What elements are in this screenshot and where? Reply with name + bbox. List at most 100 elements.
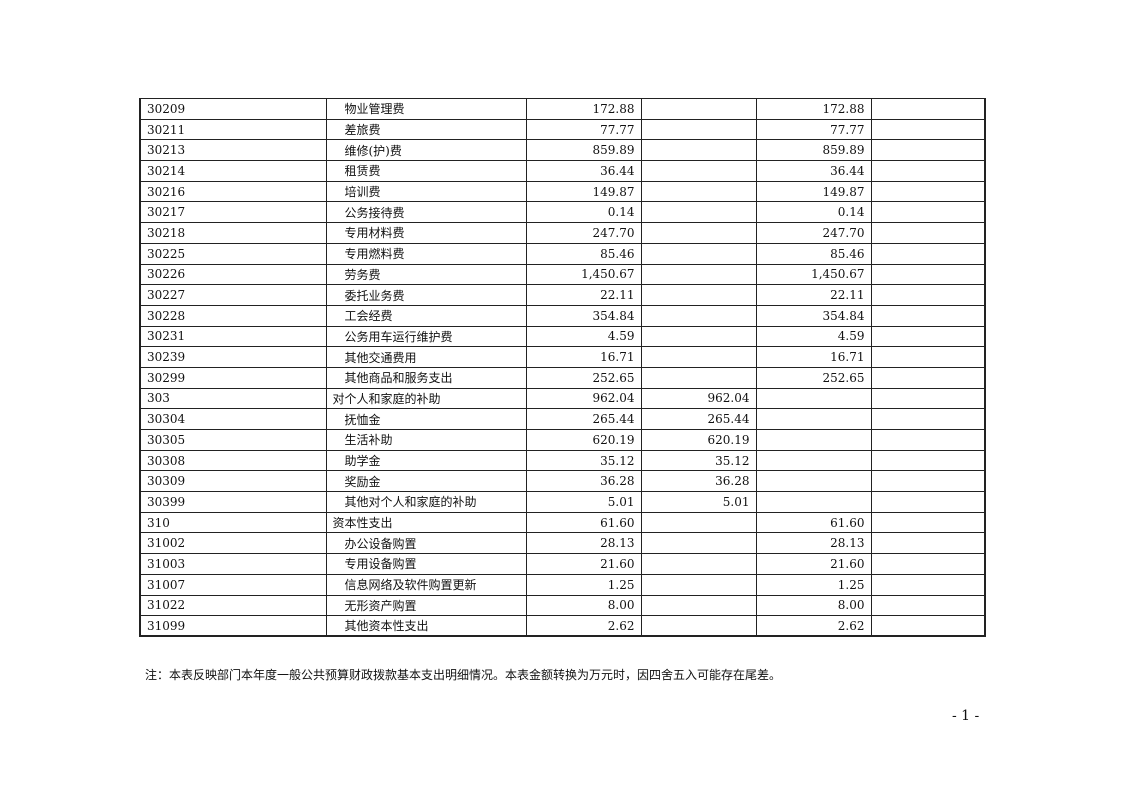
name-cell: 对个人和家庭的补助 — [325, 387, 527, 410]
code-cell: 31022 — [139, 594, 327, 617]
personnel-cell: 265.44 — [640, 408, 757, 430]
code-cell: 310 — [139, 511, 327, 534]
total-cell: 22.11 — [525, 284, 642, 306]
public-cell: 859.89 — [755, 139, 872, 162]
code-cell: 30305 — [139, 429, 327, 451]
blank-cell — [870, 160, 986, 182]
total-cell: 1.25 — [525, 573, 642, 596]
total-cell: 149.87 — [525, 180, 642, 203]
personnel-cell — [640, 263, 757, 286]
table-row: 30228 工会经费 354.84 354.84 — [139, 304, 986, 327]
code-cell: 30216 — [139, 180, 327, 203]
table-row: 31007 信息网络及软件购置更新 1.25 1.25 — [139, 573, 986, 596]
blank-cell — [870, 387, 986, 410]
code-cell: 30213 — [139, 139, 327, 162]
blank-cell — [870, 346, 986, 368]
name-cell: 委托业务费 — [325, 284, 527, 306]
table-row: 31099 其他资本性支出 2.62 2.62 — [139, 615, 986, 637]
table-row: 30308 助学金 35.12 35.12 — [139, 449, 986, 472]
blank-cell — [870, 470, 986, 493]
name-cell: 其他商品和服务支出 — [325, 366, 527, 389]
personnel-cell — [640, 532, 757, 555]
table-row: 30214 租赁费 36.44 36.44 — [139, 160, 986, 182]
public-cell — [755, 449, 872, 472]
personnel-cell — [640, 573, 757, 596]
code-cell: 30299 — [139, 366, 327, 389]
personnel-cell — [640, 346, 757, 368]
code-cell: 30225 — [139, 242, 327, 265]
public-cell: 77.77 — [755, 118, 872, 141]
blank-cell — [870, 408, 986, 430]
code-cell: 30228 — [139, 304, 327, 327]
personnel-cell: 36.28 — [640, 470, 757, 493]
total-cell: 2.62 — [525, 615, 642, 637]
personnel-cell — [640, 160, 757, 182]
name-cell: 其他对个人和家庭的补助 — [325, 491, 527, 513]
public-cell: 1,450.67 — [755, 263, 872, 286]
page-number: - 1 - — [952, 708, 980, 724]
total-cell: 35.12 — [525, 449, 642, 472]
public-cell: 252.65 — [755, 366, 872, 389]
public-cell: 22.11 — [755, 284, 872, 306]
personnel-cell — [640, 118, 757, 141]
personnel-cell: 620.19 — [640, 429, 757, 451]
total-cell: 16.71 — [525, 346, 642, 368]
blank-cell — [870, 304, 986, 327]
name-cell: 维修(护)费 — [325, 139, 527, 162]
personnel-cell — [640, 284, 757, 306]
name-cell: 助学金 — [325, 449, 527, 472]
blank-cell — [870, 449, 986, 472]
name-cell: 办公设备购置 — [325, 532, 527, 555]
personnel-cell — [640, 615, 757, 637]
personnel-cell — [640, 304, 757, 327]
code-cell: 30211 — [139, 118, 327, 141]
total-cell: 1,450.67 — [525, 263, 642, 286]
personnel-cell — [640, 201, 757, 224]
public-cell: 61.60 — [755, 511, 872, 534]
table-row: 303 对个人和家庭的补助 962.04 962.04 — [139, 387, 986, 410]
blank-cell — [870, 325, 986, 348]
total-cell: 28.13 — [525, 532, 642, 555]
code-cell: 30209 — [139, 98, 327, 120]
personnel-cell: 35.12 — [640, 449, 757, 472]
table-row: 30211 差旅费 77.77 77.77 — [139, 118, 986, 141]
blank-cell — [870, 98, 986, 120]
public-cell: 247.70 — [755, 222, 872, 244]
blank-cell — [870, 615, 986, 637]
table-row: 310 资本性支出 61.60 61.60 — [139, 511, 986, 534]
total-cell: 0.14 — [525, 201, 642, 224]
blank-cell — [870, 553, 986, 575]
table-note: 注：本表反映部门本年度一般公共预算财政拨款基本支出明细情况。本表金额转换为万元时… — [145, 668, 782, 682]
public-cell: 1.25 — [755, 573, 872, 596]
public-cell: 8.00 — [755, 594, 872, 617]
total-cell: 620.19 — [525, 429, 642, 451]
table-row: 31002 办公设备购置 28.13 28.13 — [139, 532, 986, 555]
personnel-cell — [640, 139, 757, 162]
public-cell: 16.71 — [755, 346, 872, 368]
blank-cell — [870, 573, 986, 596]
code-cell: 30227 — [139, 284, 327, 306]
personnel-cell — [640, 553, 757, 575]
table-row: 31003 专用设备购置 21.60 21.60 — [139, 553, 986, 575]
total-cell: 962.04 — [525, 387, 642, 410]
total-cell: 265.44 — [525, 408, 642, 430]
blank-cell — [870, 222, 986, 244]
blank-cell — [870, 201, 986, 224]
name-cell: 其他资本性支出 — [325, 615, 527, 637]
public-cell: 36.44 — [755, 160, 872, 182]
table-row: 31022 无形资产购置 8.00 8.00 — [139, 594, 986, 617]
name-cell: 其他交通费用 — [325, 346, 527, 368]
total-cell: 61.60 — [525, 511, 642, 534]
name-cell: 信息网络及软件购置更新 — [325, 573, 527, 596]
public-cell: 354.84 — [755, 304, 872, 327]
code-cell: 30217 — [139, 201, 327, 224]
total-cell: 354.84 — [525, 304, 642, 327]
expenditure-table: 30209 物业管理费 172.88 172.88 30211 差旅费 77.77 77.77… — [139, 98, 986, 638]
code-cell: 30218 — [139, 222, 327, 244]
blank-cell — [870, 242, 986, 265]
name-cell: 租赁费 — [325, 160, 527, 182]
blank-cell — [870, 139, 986, 162]
public-cell: 2.62 — [755, 615, 872, 637]
personnel-cell — [640, 325, 757, 348]
public-cell: 0.14 — [755, 201, 872, 224]
